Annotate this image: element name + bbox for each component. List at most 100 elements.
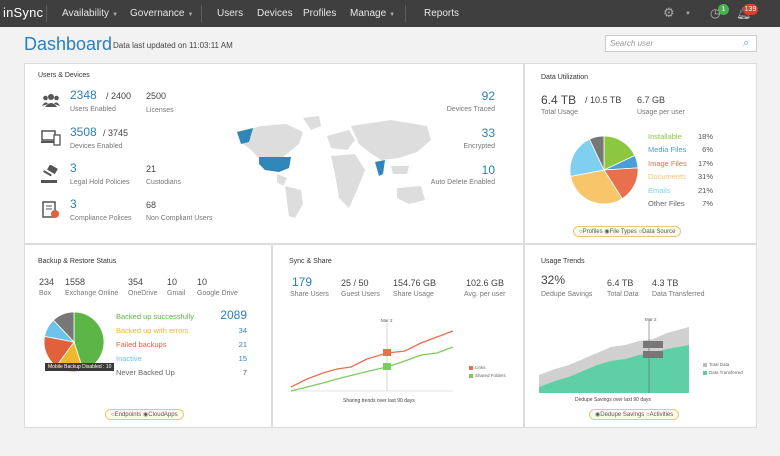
marker-date-label: Mar 2 — [645, 317, 657, 322]
tab-endpoints[interactable]: ○Endpoints — [111, 412, 142, 418]
legend-item-label[interactable]: Installable — [648, 132, 682, 141]
pie-slice[interactable] — [570, 169, 623, 205]
legend-item-label[interactable]: Failed backups — [116, 340, 167, 349]
legend-item-value[interactable]: 34 — [238, 326, 247, 335]
legend-item-label[interactable]: Other Files — [648, 199, 685, 208]
file-types-pie-chart[interactable] — [569, 135, 639, 205]
tab-cloudapps[interactable]: ◉CloudApps — [142, 412, 178, 418]
compliance-count[interactable]: 3 — [70, 197, 77, 211]
app-logo[interactable]: inSync — [3, 5, 44, 20]
encrypted-count[interactable]: 33 — [481, 126, 495, 140]
legend-item-value[interactable]: 7 — [242, 368, 247, 377]
legend-item-label[interactable]: Media Files — [648, 145, 687, 155]
auto-delete-count[interactable]: 10 — [481, 163, 495, 177]
nav-users[interactable]: Users — [217, 8, 244, 19]
users-enabled-label: Users Enabled — [70, 106, 116, 113]
share-users-count[interactable]: 179 — [292, 275, 313, 289]
legend-item-label[interactable]: Never Backed Up — [116, 368, 175, 377]
legend-item-value: 18% — [697, 132, 713, 141]
panel-title: Usage Trends — [541, 258, 585, 265]
backup-source-label: Google Drive — [197, 290, 238, 297]
legend-item-label[interactable]: Backed up successfully — [116, 312, 194, 321]
search-input[interactable]: Search user — [605, 35, 757, 52]
users-enabled-count[interactable]: 2348 — [70, 88, 97, 102]
legend-links: Links — [475, 365, 486, 370]
share-users-label: Share Users — [290, 291, 329, 298]
tab-activities[interactable]: ○Activities — [645, 412, 674, 418]
legend-total-data: Total Data — [709, 362, 730, 367]
dedupe-savings-value: 32% — [541, 273, 566, 287]
pie-slice[interactable] — [569, 138, 605, 177]
nav-availability[interactable]: Availability ▼ — [62, 8, 119, 19]
chart-caption: Sharing trends over last 90 days — [343, 398, 415, 404]
nav-devices[interactable]: Devices — [257, 8, 293, 19]
tab-profiles[interactable]: ○Profiles — [579, 229, 603, 235]
tab-file-types[interactable]: ◉File Types — [604, 229, 637, 235]
dedupe-savings-label: Dedupe Savings — [541, 291, 593, 298]
legend-item-label[interactable]: Emails — [648, 185, 671, 195]
pie-slice[interactable] — [52, 312, 75, 344]
devices-traced-count[interactable]: 92 — [481, 89, 495, 103]
nav-profiles[interactable]: Profiles — [303, 8, 337, 19]
links-series-line — [290, 330, 454, 388]
total-usage-label: Total Usage — [541, 109, 578, 116]
chevron-down-icon[interactable]: ▼ — [685, 11, 691, 17]
tab-dedupe-savings[interactable]: ◉Dedupe Savings — [595, 412, 645, 418]
data-utilization-tabs: ○Profiles ◉File Types ○Data Source — [573, 226, 682, 237]
avg-per-user-label: Avg. per user — [464, 291, 506, 298]
legend-item-value[interactable]: 21 — [238, 340, 247, 349]
legend-item-value[interactable]: 15 — [238, 354, 247, 363]
users-total: / 2400 — [106, 91, 132, 101]
page-title: Dashboard — [24, 34, 113, 54]
legal-hold-label: Legal Hold Policies — [70, 179, 130, 186]
compliance-document-icon — [42, 201, 59, 218]
backup-restore-panel: Backup & Restore Status 234 Box 1558 Exchan… — [24, 244, 272, 428]
gear-icon[interactable]: ⚙ — [663, 5, 675, 20]
legend-item-label[interactable]: Inactive — [116, 354, 142, 363]
clock-icon[interactable]: ◷ — [710, 6, 721, 20]
usage-trends-area-chart[interactable] — [539, 315, 691, 395]
legend-item-label[interactable]: Image Files — [648, 158, 687, 168]
shared-folders-series-line — [290, 346, 454, 392]
sharing-trends-line-chart[interactable] — [287, 315, 457, 395]
search-icon[interactable]: ⌕ — [743, 37, 750, 49]
total-data-value: 6.4 TB — [607, 278, 634, 288]
encrypted-label: Encrypted — [463, 143, 495, 150]
total-usage-value: 6.4 TB — [541, 93, 577, 107]
legend-item-label[interactable]: Backed up with errors — [116, 326, 189, 335]
world-map — [237, 116, 431, 218]
users-group-icon — [42, 94, 60, 107]
backup-source-count: 10 — [197, 277, 208, 287]
chevron-down-icon: ▼ — [187, 12, 194, 18]
guest-users-label: Guest Users — [341, 291, 380, 298]
legend-item-value: 21% — [697, 185, 713, 195]
legend-swatch-total-data — [703, 363, 707, 367]
backup-source-count: 10 — [167, 277, 178, 287]
panel-title: Backup & Restore Status — [38, 258, 117, 265]
devices-enabled-count[interactable]: 3508 — [70, 125, 97, 139]
nav-reports[interactable]: Reports — [424, 8, 460, 19]
chart-caption: Dedupe Savings over last 90 days — [575, 397, 651, 403]
pie-slice[interactable] — [588, 135, 605, 171]
legend-item-label[interactable]: Documents — [648, 172, 686, 182]
nav-governance[interactable]: Governance ▼ — [130, 8, 194, 19]
legal-hold-count[interactable]: 3 — [70, 161, 77, 175]
backup-source-count: 1558 — [65, 277, 86, 287]
compliance-label: Compliance Polices — [70, 215, 132, 222]
non-compliant-count: 68 — [146, 200, 157, 210]
backup-source-label: OneDrive — [128, 290, 158, 297]
panel-title: Users & Devices — [38, 72, 90, 79]
shared-folders-marker-point[interactable] — [383, 363, 391, 370]
data-transferred-tooltip — [643, 351, 663, 358]
share-usage-label: Share Usage — [393, 291, 434, 298]
legend-item-value[interactable]: 2089 — [220, 308, 247, 322]
top-nav: inSync Availability ▼ Governance ▼ Users D… — [0, 0, 780, 27]
backup-tabs: ○Endpoints ◉CloudApps — [105, 409, 184, 420]
links-marker-point[interactable] — [383, 349, 391, 356]
tab-data-source[interactable]: ○Data Source — [638, 229, 676, 235]
backup-source-count: 354 — [128, 277, 144, 287]
custodians-count: 21 — [146, 164, 157, 174]
usage-trends-panel: Usage Trends 32% Dedupe Savings 6.4 TB T… — [524, 244, 757, 428]
devices-traced-label: Devices Traced — [446, 106, 495, 113]
nav-manage[interactable]: Manage ▼ — [350, 8, 396, 19]
